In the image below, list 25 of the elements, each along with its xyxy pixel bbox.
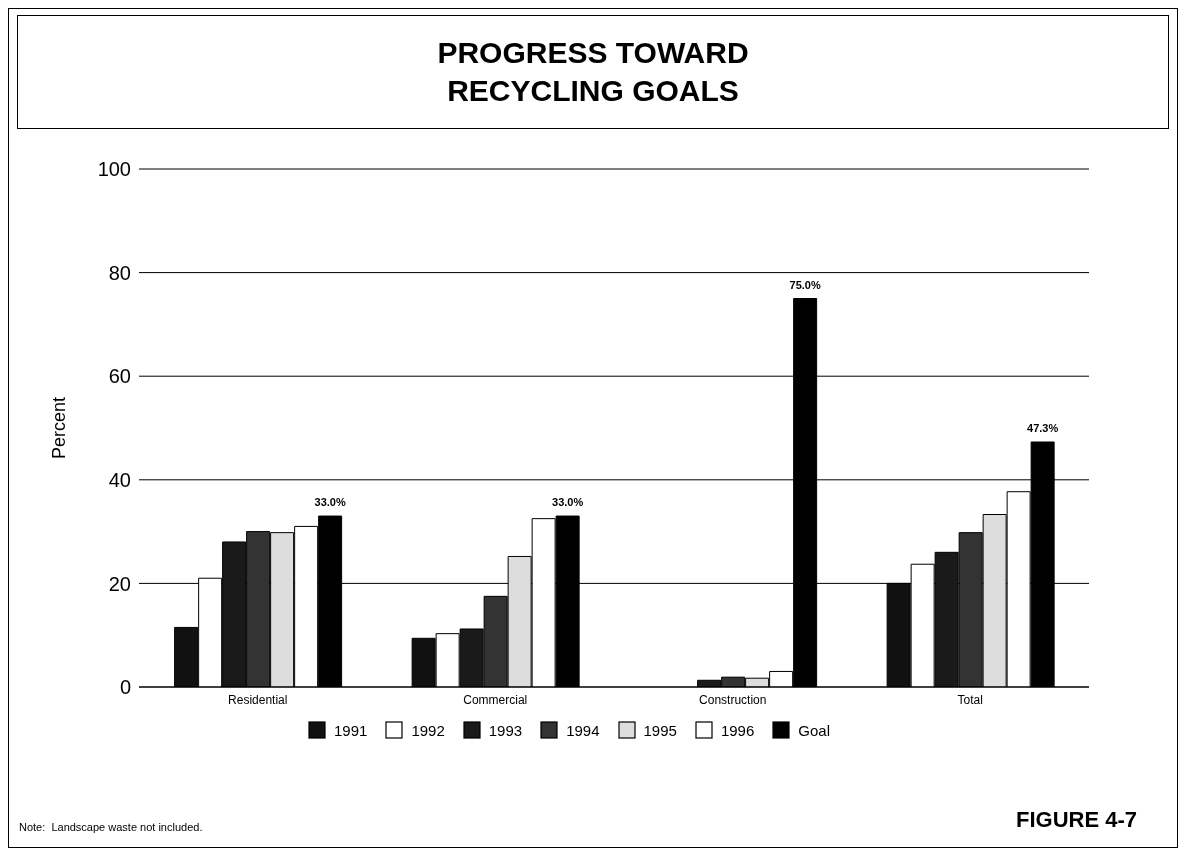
chart-title: PROGRESS TOWARD RECYCLING GOALS: [17, 15, 1169, 129]
x-tick-label: Total: [957, 692, 983, 707]
data-label: 47.3%: [1027, 421, 1059, 434]
text: Note: Landscape waste not included.: [19, 821, 203, 833]
data-label: 75.0%: [789, 278, 821, 291]
y-tick-label: 100: [97, 158, 131, 181]
caption: FIGURE 4-7: [1015, 807, 1137, 833]
x-tick-label: Commercial: [463, 692, 528, 707]
y-axis-title: Percent: [49, 396, 70, 460]
y-tick-label: 40: [108, 468, 131, 491]
x-tick-label: Construction: [699, 692, 767, 707]
legend-label: Goal: [798, 721, 830, 739]
legend-label: 1995: [643, 721, 677, 739]
legend-label: 1993: [488, 721, 523, 739]
y-tick-label: 20: [108, 572, 131, 595]
y-tick-label: 0: [119, 676, 131, 699]
x-tick-label: Residential: [228, 692, 288, 707]
legend-label: 1991: [334, 721, 368, 739]
legend-label: 1992: [411, 721, 445, 739]
data-label: 33.0%: [552, 496, 584, 509]
y-tick-label: 60: [108, 365, 131, 388]
data-label: 33.0%: [314, 496, 346, 509]
legend-label: 1994: [566, 721, 600, 739]
legend-label: 1996: [720, 721, 755, 739]
y-tick-label: 80: [108, 261, 131, 284]
